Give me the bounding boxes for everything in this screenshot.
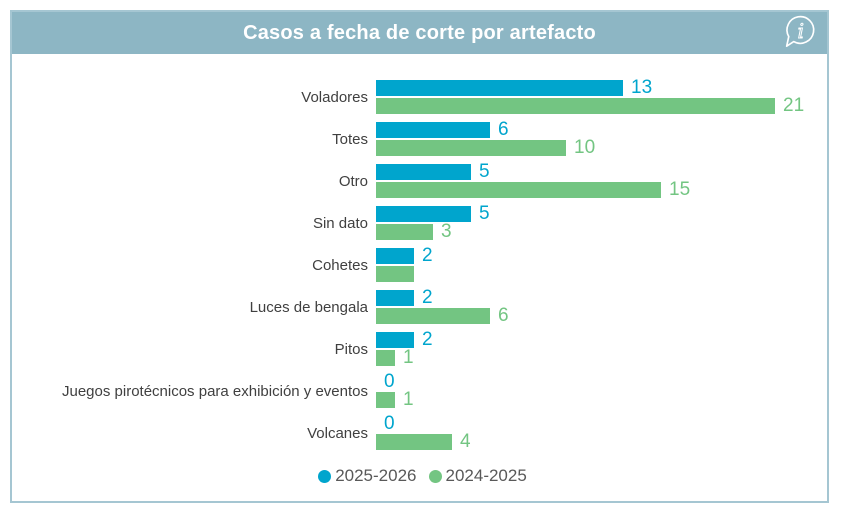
bar-value-label: 1	[403, 389, 414, 410]
bar-2024-2025[interactable]	[376, 224, 433, 240]
category-label: Luces de bengala	[249, 298, 368, 316]
bar-group: 13 21	[376, 77, 827, 116]
bar-2025-2026[interactable]	[376, 80, 623, 96]
bar-line: 4	[376, 431, 827, 452]
bar-group: 6 10	[376, 119, 827, 158]
bar-chart: Voladores 13 21 Totes 6 10 Otro 5 15 Sin dato 5 3 Co…	[12, 54, 827, 486]
info-speech-bubble-icon: i	[780, 12, 820, 55]
chart-title: Casos a fecha de corte por artefacto	[243, 21, 596, 44]
chart-row: Sin dato 5 3	[18, 203, 827, 242]
bar-line: 1	[376, 389, 827, 410]
bar-2024-2025[interactable]	[376, 140, 566, 156]
bar-2025-2026[interactable]	[376, 290, 414, 306]
bar-value-label: 5	[479, 203, 490, 224]
chart-row: Volcanes 0 4	[18, 413, 827, 452]
chart-row: Pitos 2 1	[18, 329, 827, 368]
bar-line: 1	[376, 347, 827, 368]
chart-row: Luces de bengala 2 6	[18, 287, 827, 326]
chart-row: Totes 6 10	[18, 119, 827, 158]
bar-2025-2026[interactable]	[376, 206, 471, 222]
bar-line: 2	[376, 287, 827, 308]
bar-value-label: 6	[498, 305, 509, 326]
bar-value-label: 5	[479, 161, 490, 182]
category-label: Volcanes	[307, 424, 368, 442]
chart-card: Casos a fecha de corte por artefacto i V…	[10, 10, 829, 503]
chart-row: Cohetes 2	[18, 245, 827, 282]
bar-line: 15	[376, 179, 827, 200]
bar-value-label: 4	[460, 431, 471, 452]
category-label: Voladores	[301, 88, 368, 106]
category-label: Totes	[332, 130, 368, 148]
bar-2025-2026[interactable]	[376, 164, 471, 180]
legend-item-2025-2026[interactable]: 2025-2026	[318, 466, 417, 486]
legend-dot	[318, 469, 332, 483]
bar-value-label: 2	[422, 245, 433, 266]
chart-row: Otro 5 15	[18, 161, 827, 200]
bar-line: 6	[376, 119, 827, 140]
legend-dot	[428, 469, 442, 483]
category-label: Juegos pirotécnicos para exhibición y ev…	[61, 382, 368, 400]
bar-2025-2026[interactable]	[376, 248, 414, 264]
bar-line: 21	[376, 95, 827, 116]
bar-2024-2025[interactable]	[376, 182, 661, 198]
category-label: Pitos	[334, 340, 368, 358]
bar-value-label: 0	[384, 371, 395, 392]
chart-legend: 2025-2026 2024-2025	[18, 466, 827, 486]
bar-line: 5	[376, 203, 827, 224]
category-label: Cohetes	[312, 256, 368, 274]
bar-line: 0	[376, 413, 827, 434]
bar-2024-2025[interactable]	[376, 434, 452, 450]
legend-label: 2025-2026	[335, 466, 417, 485]
bar-line: 2	[376, 245, 827, 266]
bar-line: 13	[376, 77, 827, 98]
info-button[interactable]: i	[779, 12, 821, 54]
bar-value-label: 0	[384, 413, 395, 434]
bar-2024-2025[interactable]	[376, 392, 395, 408]
bar-2025-2026[interactable]	[376, 332, 414, 348]
bar-value-label: 6	[498, 119, 509, 140]
bar-value-label: 15	[669, 179, 691, 200]
bar-line: 5	[376, 161, 827, 182]
bar-2025-2026[interactable]	[376, 122, 490, 138]
bar-value-label: 3	[441, 221, 452, 242]
bar-value-label: 1	[403, 347, 414, 368]
bar-value-label: 2	[422, 329, 433, 350]
chart-row: Juegos pirotécnicos para exhibición y ev…	[18, 371, 827, 410]
bar-group: 2	[376, 245, 827, 282]
category-label: Sin dato	[312, 214, 368, 232]
bar-2024-2025[interactable]	[376, 350, 395, 366]
bar-2024-2025[interactable]	[376, 266, 414, 282]
bar-2024-2025[interactable]	[376, 98, 775, 114]
bar-value-label: 2	[422, 287, 433, 308]
chart-rows: Voladores 13 21 Totes 6 10 Otro 5 15 Sin dato 5 3 Co…	[18, 77, 827, 452]
bar-line: 3	[376, 221, 827, 242]
chart-row: Voladores 13 21	[18, 77, 827, 116]
category-label: Otro	[338, 172, 368, 190]
bar-value-label: 13	[631, 77, 653, 98]
chart-card-header: Casos a fecha de corte por artefacto i	[12, 12, 827, 54]
bar-line: 0	[376, 371, 827, 392]
bar-line: 2	[376, 329, 827, 350]
bar-line: 10	[376, 137, 827, 158]
bar-group: 5 15	[376, 161, 827, 200]
bar-value-label: 21	[783, 95, 805, 116]
bar-2024-2025[interactable]	[376, 308, 490, 324]
bar-value-label: 10	[574, 137, 596, 158]
legend-label: 2024-2025	[445, 466, 527, 485]
legend-item-2024-2025[interactable]: 2024-2025	[428, 466, 527, 486]
bar-line	[376, 266, 827, 282]
svg-text:i: i	[798, 18, 804, 42]
bar-line: 6	[376, 305, 827, 326]
